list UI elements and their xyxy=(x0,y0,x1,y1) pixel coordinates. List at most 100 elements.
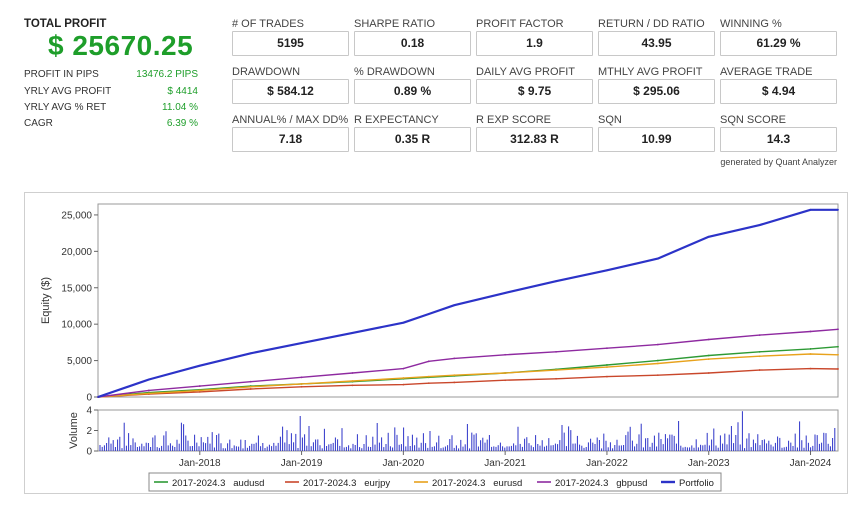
summary-row-value: 13476.2 PIPS xyxy=(136,69,198,80)
legend-entry: 2017-2024.3 eurusd xyxy=(432,478,522,489)
series-point xyxy=(147,378,150,381)
equity-chart-frame: 0 5,000 10,000 15,000 20,000 25,000 0 2 4 Jan-201… xyxy=(24,192,848,494)
volume-axis-label: Volume xyxy=(68,412,80,449)
y-axis-label: Equity ($) xyxy=(40,277,52,324)
x-tick-label: Jan-2024 xyxy=(790,458,832,469)
series-point xyxy=(402,367,405,370)
series-point xyxy=(606,364,608,366)
summary-row-value: 11.04 % xyxy=(162,102,198,113)
series-point xyxy=(427,360,430,363)
metric-label-annual-maxdd: ANNUAL% / MAX DD% xyxy=(232,114,349,126)
summary-row-label: YRLY AVG PROFIT xyxy=(24,86,112,97)
series-point xyxy=(300,342,303,345)
series-point xyxy=(809,367,812,370)
x-tick-label: Jan-2023 xyxy=(688,458,730,469)
metric-label-r-exp-score: R EXP SCORE xyxy=(476,114,551,126)
series-point xyxy=(198,389,201,392)
series-point xyxy=(758,224,761,227)
legend-box xyxy=(148,472,722,492)
series-point xyxy=(707,358,710,361)
metric-value-annual-maxdd: 7.18 xyxy=(232,127,349,152)
series-point xyxy=(656,343,659,346)
series-point xyxy=(198,391,201,393)
series-point xyxy=(606,347,608,350)
metric-label-sqn: SQN xyxy=(598,114,622,126)
legend-entry: 2017-2024.3 audusd xyxy=(172,478,264,489)
series-point xyxy=(758,369,761,371)
chart-axes: 0 5,000 10,000 15,000 20,000 25,000 0 2 4 Jan-201… xyxy=(40,203,839,469)
series-point xyxy=(707,338,710,341)
x-tick-label: Jan-2018 xyxy=(179,458,221,469)
y-tick-label: 0 xyxy=(86,393,92,404)
series-point xyxy=(809,330,812,333)
y-tick-label: 15,000 xyxy=(61,283,92,294)
metric-label-profit-factor: PROFIT FACTOR xyxy=(476,18,564,30)
series-point xyxy=(707,235,710,238)
generated-by-credit: generated by Quant Analyzer xyxy=(720,157,837,167)
metric-label-avg-trade: AVERAGE TRADE xyxy=(720,66,813,78)
metric-value-pct-drawdown: 0.89 % xyxy=(354,79,471,104)
metric-value-r-exp-score: 312.83 R xyxy=(476,127,593,152)
y-tick-label: 25,000 xyxy=(61,210,92,221)
series-point xyxy=(402,377,405,379)
series-point xyxy=(606,366,608,369)
series-point xyxy=(809,353,812,355)
summary-row-value: $ 4414 xyxy=(167,86,198,97)
x-tick-label: Jan-2021 xyxy=(484,458,526,469)
series-point xyxy=(555,369,557,371)
series-point xyxy=(504,353,507,356)
series-point xyxy=(198,385,201,387)
legend-entry: 2017-2024.3 eurjpy xyxy=(303,478,390,489)
series-point xyxy=(351,332,354,334)
summary-row-label: PROFIT IN PIPS xyxy=(24,69,99,80)
series-point xyxy=(656,359,659,362)
series-point xyxy=(351,372,354,374)
series-point xyxy=(758,350,761,353)
metric-value-drawdown: $ 584.12 xyxy=(232,79,349,104)
y-tick-label: 5,000 xyxy=(67,356,92,367)
total-profit-label: TOTAL PROFIT xyxy=(24,18,107,30)
chart-legend: 2017-2024.3 audusd 2017-2024.3 eurjpy 2017… xyxy=(148,472,722,492)
x-tick-label: Jan-2022 xyxy=(586,458,628,469)
metric-label-pct-drawdown: % DRAWDOWN xyxy=(354,66,435,78)
series-point xyxy=(453,357,456,360)
metric-label-monthly-avg: MTHLY AVG PROFIT xyxy=(598,66,703,78)
series-point xyxy=(707,372,710,374)
volume-y-tick-label: 4 xyxy=(86,406,92,417)
series-point xyxy=(427,313,430,315)
metric-value-winning: 61.29 % xyxy=(720,31,837,56)
series-point xyxy=(249,388,252,390)
summary-row-cagr: CAGR 6.39 % xyxy=(24,118,198,129)
series-point xyxy=(427,382,430,385)
series-point xyxy=(147,389,150,392)
series-point xyxy=(837,208,839,211)
total-profit-value: $ 25670.25 xyxy=(48,30,194,61)
series-point xyxy=(837,328,839,331)
series-point xyxy=(453,381,456,384)
series-point xyxy=(606,375,608,378)
series-point xyxy=(606,269,608,272)
legend-entry: Portfolio xyxy=(679,478,714,489)
equity-chart: 0 5,000 10,000 15,000 20,000 25,000 0 2 4 Jan-201… xyxy=(40,203,839,492)
volume-bars xyxy=(99,411,836,451)
series-point xyxy=(97,396,99,398)
series-point xyxy=(147,392,150,395)
series-point xyxy=(837,368,839,370)
series-point xyxy=(249,352,252,355)
legend-entry: 2017-2024.3 gbpusd xyxy=(555,478,647,489)
series-point xyxy=(656,374,659,377)
metric-label-trades: # OF TRADES xyxy=(232,18,304,30)
series-point xyxy=(504,291,507,294)
chart-series-lines xyxy=(97,208,839,399)
series-point xyxy=(300,385,303,388)
series-point xyxy=(758,334,761,336)
x-tick-label: Jan-2020 xyxy=(383,458,425,469)
metric-label-winning: WINNING % xyxy=(720,18,782,30)
series-point xyxy=(402,321,405,324)
series-point xyxy=(555,350,557,353)
metric-value-daily-avg: $ 9.75 xyxy=(476,79,593,104)
metric-value-avg-trade: $ 4.94 xyxy=(720,79,837,104)
series-point xyxy=(656,362,659,365)
series-point xyxy=(453,374,456,377)
metric-label-r-expectancy: R EXPECTANCY xyxy=(354,114,439,126)
